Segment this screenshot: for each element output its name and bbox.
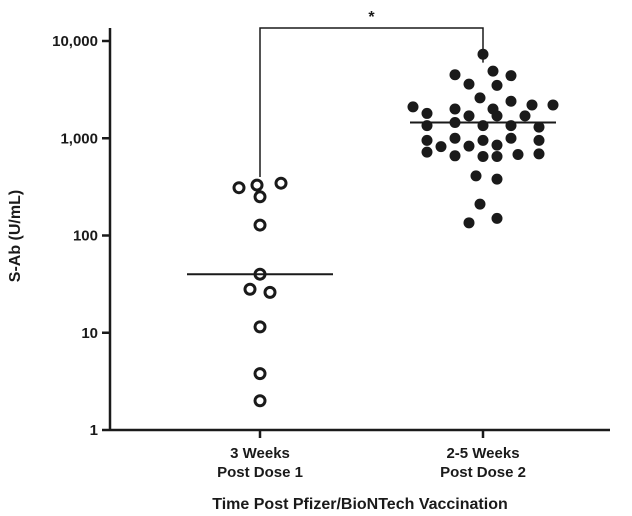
data-point-dose1 [253,320,267,334]
data-point-dose2 [421,146,433,158]
bracket-line [259,27,484,177]
y-ticks: 1 10 100 1,000 10,000 [52,33,110,439]
data-point-dose2 [487,65,499,77]
data-point-dose2 [533,148,545,160]
data-point-dose2 [505,70,517,82]
data-point-dose1 [253,394,267,408]
y-tick-label: 100 [73,228,98,245]
data-point-dose1 [253,190,267,204]
data-point-dose2 [463,78,475,90]
data-point-dose2 [505,95,517,107]
data-point-dose1 [253,367,267,381]
data-point-dose2 [474,92,486,104]
data-point-dose1 [243,282,257,296]
y-tick-label: 1 [90,422,98,439]
x-category-labels: 3 Weeks Post Dose 1 2-5 Weeks Post Dose 2 [217,430,526,481]
data-point-dose2 [470,170,482,182]
y-tick-label: 10 [81,325,98,342]
data-point-dose2 [449,69,461,81]
data-point-dose1 [250,178,264,192]
data-point-dose2 [491,79,503,91]
data-point-dose2 [407,101,419,113]
data-point-dose2 [491,150,503,162]
median-lines [187,121,556,276]
data-point-dose2 [491,173,503,185]
data-point-dose2 [477,48,489,60]
y-tick-label: 10,000 [52,33,98,50]
data-point-dose2 [519,110,531,122]
y-axis-title: S-Ab (U/mL) [7,190,24,282]
x-category-label-line1: 2-5 Weeks [446,445,519,462]
data-point-dose2 [474,198,486,210]
data-point-dose1 [253,218,267,232]
data-point-dose2 [421,107,433,119]
data-point-dose2 [449,132,461,144]
significance-label: * [368,9,375,26]
data-point-dose1 [232,181,246,195]
data-point-dose2 [449,150,461,162]
data-point-dose2 [421,134,433,146]
data-point-dose2 [463,140,475,152]
axes [108,28,610,432]
data-point-dose2 [533,134,545,146]
data-point-dose2 [449,103,461,115]
data-point-dose2 [526,99,538,111]
data-point-dose2 [435,141,447,153]
data-point-dose2 [547,99,559,111]
significance-bracket: * [259,9,484,177]
data-point-dose2 [477,150,489,162]
x-category-label-line2: Post Dose 2 [440,464,526,481]
data-points [232,48,559,408]
data-point-dose2 [477,134,489,146]
data-point-dose2 [491,110,503,122]
data-point-dose2 [505,132,517,144]
data-point-dose2 [463,110,475,122]
x-category-label-line2: Post Dose 1 [217,464,303,481]
x-axis-title: Time Post Pfizer/BioNTech Vaccination [212,496,507,513]
data-point-dose2 [533,121,545,133]
data-point-dose1 [274,176,288,190]
data-point-dose1 [263,285,277,299]
data-point-dose2 [512,149,524,161]
y-tick-label: 1,000 [60,130,98,147]
data-point-dose2 [491,212,503,224]
data-point-dose2 [491,139,503,151]
data-point-dose2 [463,217,475,229]
x-category-label-line1: 3 Weeks [230,445,290,462]
